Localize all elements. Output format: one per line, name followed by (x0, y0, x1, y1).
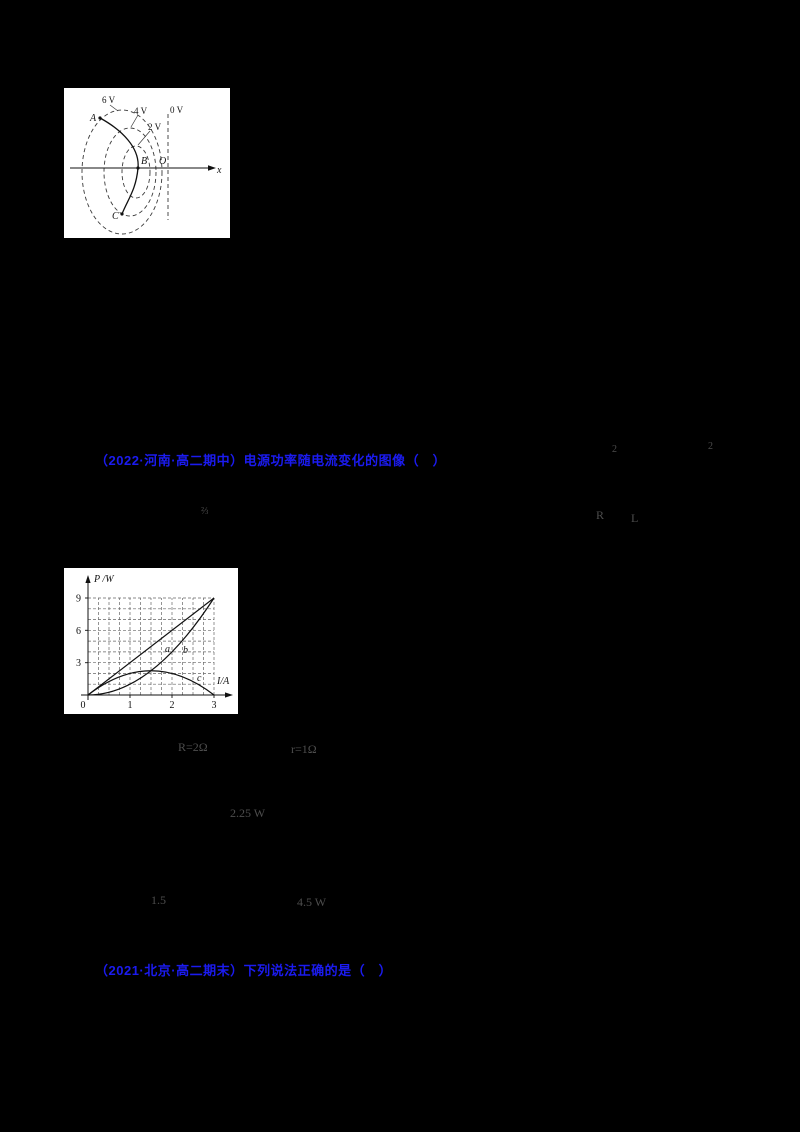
label-4v: 4 V (134, 106, 148, 116)
label-origin: O (159, 156, 166, 167)
power-current-figure: P /W I/A 9 6 3 0 1 2 3 a b c (64, 568, 238, 714)
curve-label-a: a (165, 644, 170, 655)
xtick-2: 2 (170, 700, 175, 711)
grid-lines (88, 597, 215, 695)
math-fragment: R (596, 508, 605, 522)
power-current-graph: P /W I/A 9 6 3 0 1 2 3 a b c (76, 574, 233, 711)
ytick-3: 3 (76, 658, 81, 669)
curve-label-b: b (183, 645, 188, 656)
curve-a-total-power (87, 597, 215, 696)
tick-marks (85, 597, 215, 698)
ytick-9: 9 (76, 594, 81, 605)
ytick-6: 6 (76, 626, 81, 637)
math-fragment: 4.5 W (297, 895, 327, 909)
math-fragment: 2 (612, 444, 617, 455)
math-fragment: r=1Ω (291, 742, 317, 756)
equipotential-lines (81, 109, 169, 235)
question1-heading: （2022·河南·高二期中）电源功率随电流变化的图像（ ） (95, 453, 447, 468)
math-fragment: L (631, 511, 639, 525)
label-6v: 6 V (102, 95, 116, 105)
math-fragment: 1.5 (151, 893, 166, 907)
xtick-1: 1 (128, 700, 133, 711)
math-fragment: 2 (708, 441, 713, 452)
curve-c-output-power (87, 670, 215, 696)
label-point-a: A (89, 113, 97, 124)
label-x-axis: x (216, 165, 222, 176)
label-leaders (109, 104, 151, 146)
curve-label-c: c (197, 673, 202, 684)
label-2v: 2 V (148, 122, 162, 132)
equipotential-diagram: 6 V 4 V 2 V 0 V A B C O x (70, 95, 222, 235)
label-point-b: B (141, 156, 147, 167)
math-fragment: ⅔ (201, 506, 209, 517)
x-axis-arrow-icon (208, 165, 216, 171)
y-axis-arrow-icon (85, 575, 91, 583)
label-0v: 0 V (170, 105, 184, 115)
x-axis-title: I/A (216, 676, 230, 687)
question2-heading: （2021·北京·高二期末）下列说法正确的是（ ） (95, 963, 393, 978)
y-axis-title: P /W (93, 574, 115, 585)
math-fragment: R=2Ω (178, 740, 208, 754)
equipotential-figure: 6 V 4 V 2 V 0 V A B C O x (64, 88, 230, 238)
x-axis-arrow-icon (225, 692, 233, 698)
label-point-c: C (112, 211, 119, 222)
math-fragment: 2.25 W (230, 806, 266, 820)
curves (87, 597, 215, 696)
origin-label: 0 (81, 700, 86, 711)
points (98, 116, 140, 216)
xtick-3: 3 (212, 700, 217, 711)
